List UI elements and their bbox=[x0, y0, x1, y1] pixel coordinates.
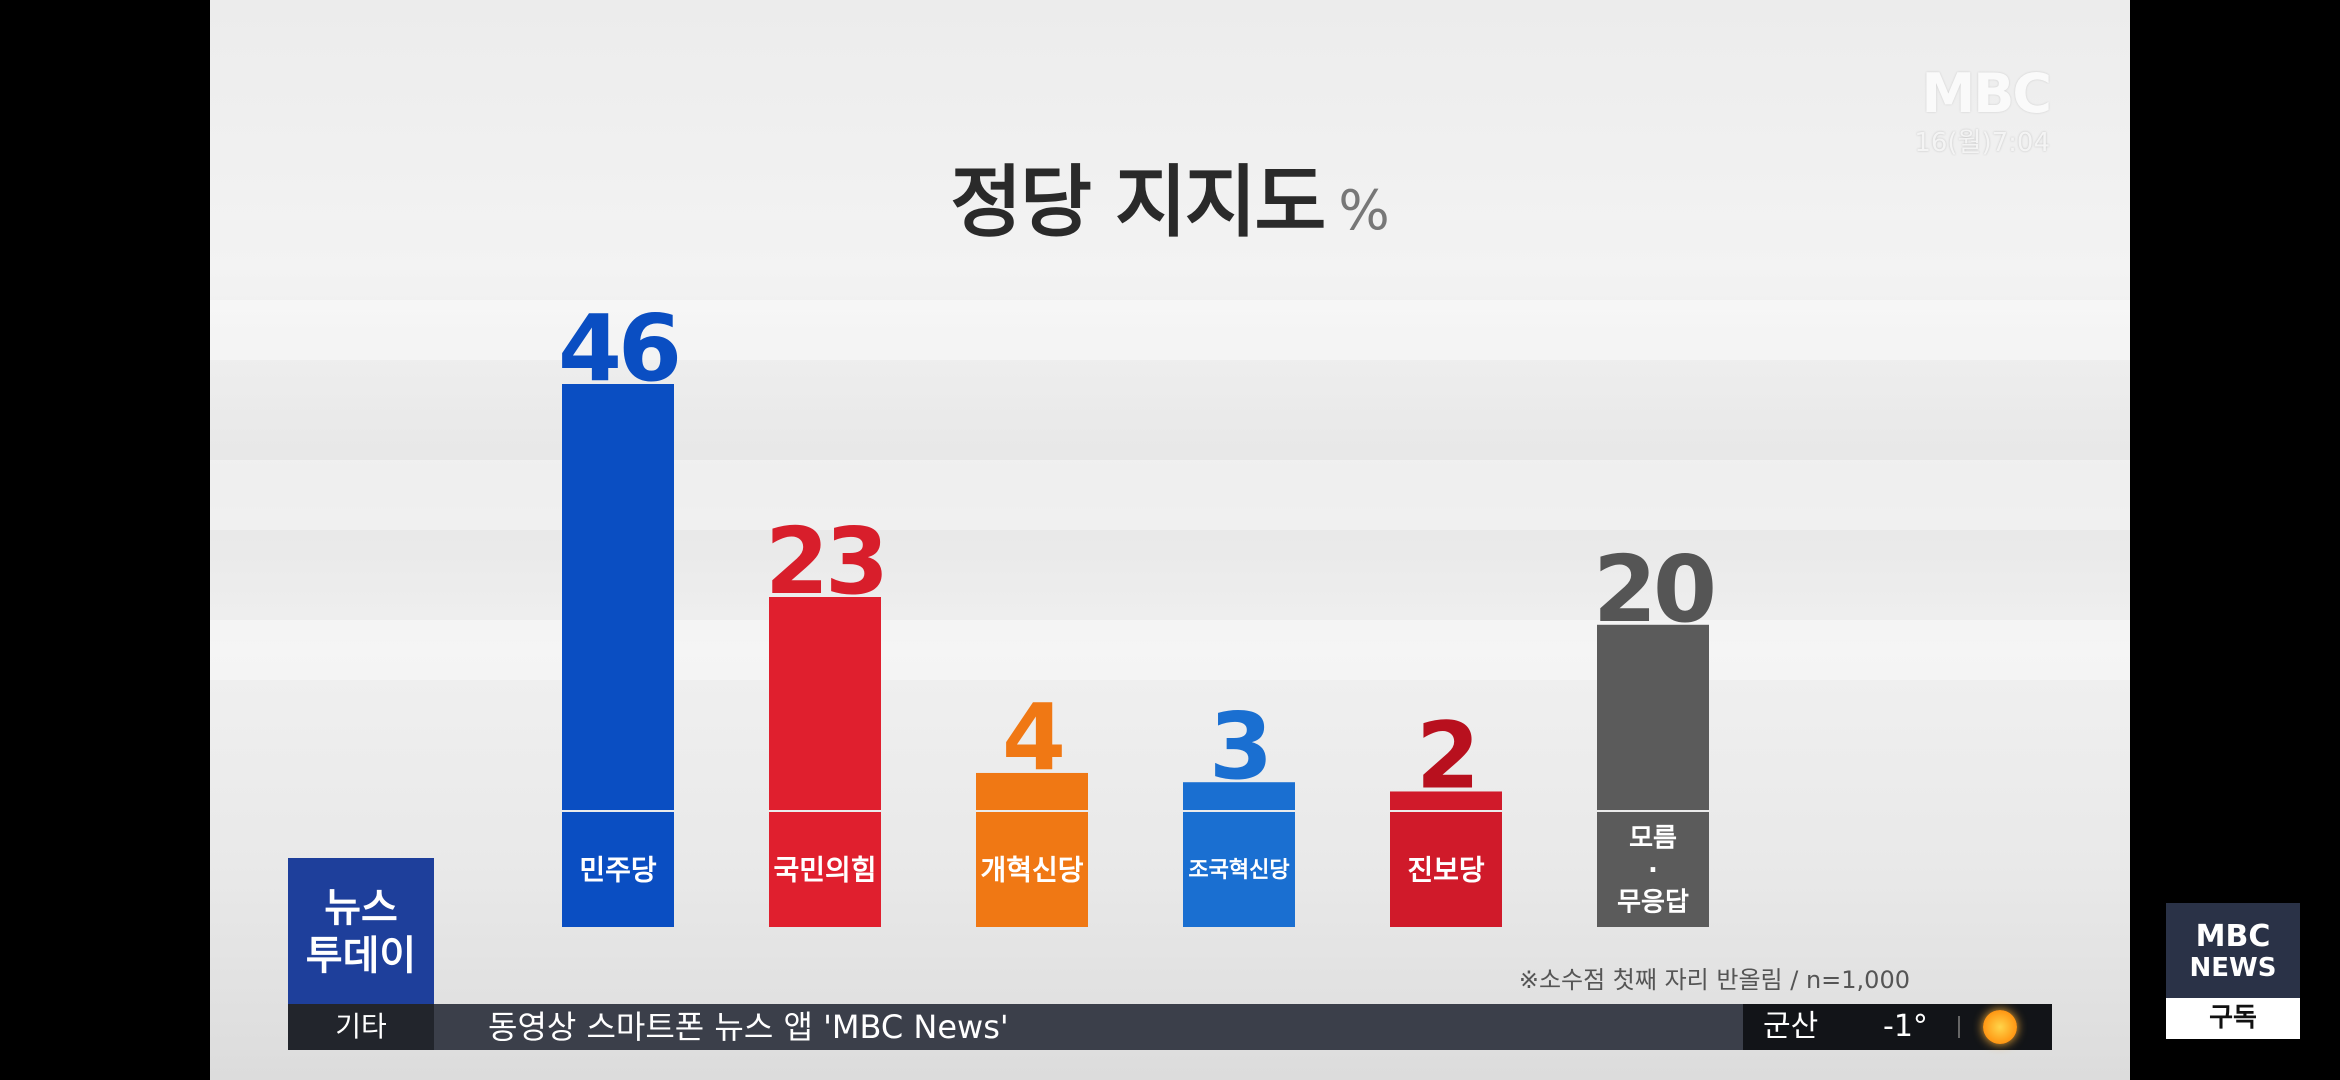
value-label-3: 3 bbox=[1209, 693, 1269, 800]
subscribe-button[interactable]: 구독 bbox=[2166, 998, 2300, 1039]
party-tile-0 bbox=[562, 812, 674, 927]
bar-5 bbox=[1597, 624, 1709, 810]
weather-divider bbox=[1958, 1016, 1960, 1038]
weather-city: 군산 bbox=[1763, 1009, 1819, 1044]
weather-temp: -1° bbox=[1883, 1009, 1928, 1044]
ticker-category: 기타 bbox=[288, 1004, 434, 1050]
subscribe-badge[interactable]: MBC NEWS 구독 bbox=[2166, 903, 2300, 1039]
weather-box: 군산 -1° bbox=[1743, 1004, 2052, 1050]
category-label-2: 개혁신당 bbox=[980, 853, 1083, 886]
party-tile-2 bbox=[976, 812, 1088, 927]
category-label-1: 국민의힘 bbox=[773, 853, 876, 886]
broadcast-frame: 정당 지지도% MBC 16(월)7:04 민주당 46 국민의힘 23 개혁신당 4 조국… bbox=[210, 0, 2130, 1080]
bar-2 bbox=[976, 772, 1088, 810]
sun-icon bbox=[1983, 1010, 2017, 1044]
background-band bbox=[210, 300, 2130, 360]
bar-chart: 민주당 46 국민의힘 23 개혁신당 4 조국혁신당 3 진보당 2 모름·무응답 20 bbox=[558, 295, 1717, 927]
category-label-4: 진보당 bbox=[1407, 853, 1485, 886]
title-unit: % bbox=[1338, 179, 1390, 242]
news-badge-line1: MBC bbox=[2195, 919, 2271, 954]
mbc-logo: MBC bbox=[1921, 62, 2052, 125]
bar-0 bbox=[562, 384, 674, 810]
category-label-0: 민주당 bbox=[579, 853, 657, 886]
party-tile-1 bbox=[769, 812, 881, 927]
program-logo-line1: 뉴스 bbox=[324, 885, 398, 931]
title-text: 정당 지지도 bbox=[950, 158, 1326, 248]
background-band bbox=[210, 460, 2130, 530]
category-label-3: 조국혁신당 bbox=[1188, 857, 1289, 883]
broadcast-clock: 16(월)7:04 bbox=[1914, 128, 2050, 158]
bar-3 bbox=[1183, 782, 1295, 810]
category-label-5: 모름 bbox=[1629, 824, 1677, 854]
value-label-1: 23 bbox=[765, 508, 885, 615]
bar-4 bbox=[1390, 791, 1502, 810]
party-tile-3 bbox=[1183, 812, 1295, 927]
chart-title: 정당 지지도% bbox=[210, 140, 2130, 252]
party-tile-5 bbox=[1597, 812, 1709, 927]
ticker-text: 동영상 스마트폰 뉴스 앱 'MBC News' bbox=[488, 1008, 1009, 1046]
news-badge-line2: NEWS bbox=[2189, 953, 2277, 983]
value-label-5: 20 bbox=[1593, 536, 1713, 643]
party-tile-4 bbox=[1390, 812, 1502, 927]
program-logo-line2: 투데이 bbox=[305, 933, 417, 979]
program-logo: 뉴스 투데이 bbox=[288, 858, 434, 1006]
value-label-4: 2 bbox=[1416, 702, 1476, 809]
survey-note: ※소수점 첫째 자리 반올림 / n=1,000 bbox=[1518, 966, 1910, 994]
news-ticker: 기타 동영상 스마트폰 뉴스 앱 'MBC News' 군산 -1° bbox=[288, 1004, 2052, 1050]
category-label-5: 무응답 bbox=[1617, 888, 1689, 918]
value-label-2: 4 bbox=[1002, 684, 1062, 791]
category-label-5: · bbox=[1648, 856, 1658, 886]
bar-1 bbox=[769, 597, 881, 810]
value-label-0: 46 bbox=[558, 295, 678, 402]
background-band bbox=[210, 620, 2130, 680]
